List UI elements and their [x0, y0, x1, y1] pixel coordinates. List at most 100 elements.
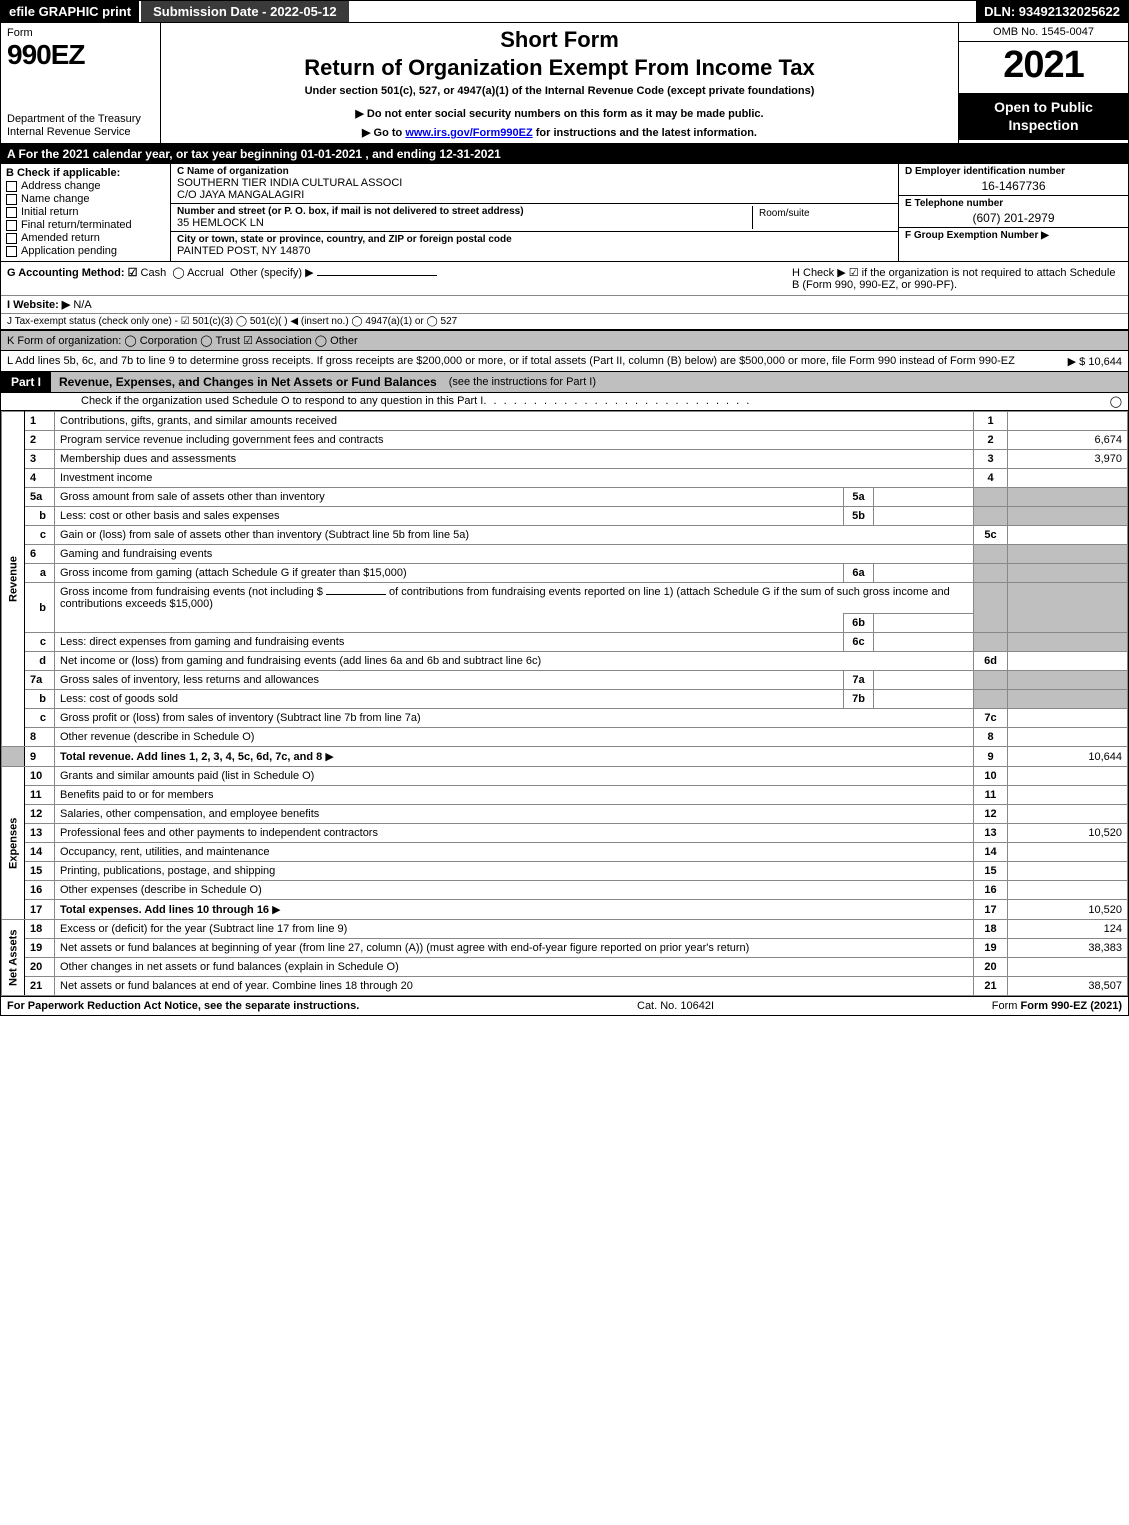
row-desc: Occupancy, rent, utilities, and maintena… [60, 846, 270, 858]
row-num: 17 [25, 900, 55, 920]
grey-cell [974, 564, 1008, 583]
row-desc: Gross income from gaming (attach Schedul… [60, 567, 407, 579]
section-revenue: Revenue [2, 412, 25, 747]
dots [483, 395, 1109, 408]
row-num: 1 [25, 412, 55, 431]
part1-checkbox[interactable]: ◯ [1110, 395, 1122, 408]
efile-print-button[interactable]: efile GRAPHIC print [1, 1, 139, 22]
table-row: c Gain or (loss) from sale of assets oth… [2, 526, 1128, 545]
tax-year-end: 12-31-2021 [439, 147, 500, 161]
row-desc: Investment income [60, 472, 152, 484]
table-row: Expenses 10 Grants and similar amounts p… [2, 767, 1128, 786]
inline-label: 7a [844, 671, 874, 690]
table-row: b Gross income from fundraising events (… [2, 583, 1128, 614]
row-num: 3 [25, 450, 55, 469]
row-num: 15 [25, 862, 55, 881]
row-num: c [25, 633, 55, 652]
grey-cell [974, 690, 1008, 709]
grey-cell [1008, 545, 1128, 564]
row-desc: Gross profit or (loss) from sales of inv… [60, 712, 421, 724]
row-desc: Membership dues and assessments [60, 453, 236, 465]
header-right: OMB No. 1545-0047 2021 Open to Public In… [958, 23, 1128, 143]
footer-form-ref: Form 990-EZ (2021) [1021, 1000, 1122, 1012]
chk-name-change[interactable] [6, 194, 17, 205]
part1-table: Revenue 1 Contributions, gifts, grants, … [1, 411, 1128, 996]
city-value: PAINTED POST, NY 14870 [177, 245, 892, 257]
line-j: J Tax-exempt status (check only one) - ☑… [1, 313, 1128, 329]
boxes-bcdef: B Check if applicable: Address change Na… [1, 164, 1128, 262]
line-l-amount: ▶ $ 10,644 [1068, 355, 1122, 368]
table-row: 6 Gaming and fundraising events [2, 545, 1128, 564]
table-row: 5a Gross amount from sale of assets othe… [2, 488, 1128, 507]
row-num: 18 [25, 920, 55, 939]
inline-value [874, 488, 974, 507]
line-l-text: L Add lines 5b, 6c, and 7b to line 9 to … [7, 355, 1015, 367]
boxes-def: D Employer identification number 16-1467… [898, 164, 1128, 261]
grey-cell [974, 507, 1008, 526]
row-desc: Total expenses. Add lines 10 through 16 [60, 904, 269, 916]
opt-application-pending: Application pending [21, 245, 117, 257]
row-amount [1008, 709, 1128, 728]
row-ref: 11 [974, 786, 1008, 805]
row-amount [1008, 412, 1128, 431]
chk-application-pending[interactable] [6, 246, 17, 257]
website-value: N/A [73, 299, 91, 311]
inline-value [874, 633, 974, 652]
org-name: SOUTHERN TIER INDIA CULTURAL ASSOCI [177, 177, 892, 189]
other-specify-input[interactable] [317, 275, 437, 276]
row-ref: 5c [974, 526, 1008, 545]
row-amount [1008, 652, 1128, 671]
row-amount [1008, 862, 1128, 881]
table-row: a Gross income from gaming (attach Sched… [2, 564, 1128, 583]
irs-link[interactable]: www.irs.gov/Form990EZ [405, 127, 532, 139]
row-desc: Grants and similar amounts paid (list in… [60, 770, 314, 782]
chk-initial-return[interactable] [6, 207, 17, 218]
tax-year-begin: 01-01-2021 [301, 147, 362, 161]
street-label: Number and street (or P. O. box, if mail… [177, 206, 752, 217]
line-k: K Form of organization: ◯ Corporation ◯ … [1, 330, 1128, 351]
inline-label: 5a [844, 488, 874, 507]
row-amount: 10,520 [1008, 900, 1128, 920]
inline-label: 6a [844, 564, 874, 583]
grey-cell [1008, 583, 1128, 633]
inline-value [874, 671, 974, 690]
table-row: c Less: direct expenses from gaming and … [2, 633, 1128, 652]
row-ref: 8 [974, 728, 1008, 747]
row-num: d [25, 652, 55, 671]
form-subtitle: Under section 501(c), 527, or 4947(a)(1)… [169, 85, 950, 97]
row-ref: 12 [974, 805, 1008, 824]
row-amount [1008, 728, 1128, 747]
row-num: 11 [25, 786, 55, 805]
contrib-input[interactable] [326, 594, 386, 595]
footer-right: Form Form 990-EZ (2021) [992, 1000, 1122, 1012]
form-word: Form [7, 27, 154, 39]
row-amount [1008, 958, 1128, 977]
chk-address-change[interactable] [6, 181, 17, 192]
grey-cell [1008, 690, 1128, 709]
opt-cash: Cash [141, 267, 167, 279]
table-row: 11Benefits paid to or for members11 [2, 786, 1128, 805]
row-amount: 38,507 [1008, 977, 1128, 996]
row-desc: Contributions, gifts, grants, and simila… [60, 415, 337, 427]
row-amount: 6,674 [1008, 431, 1128, 450]
opt-address-change: Address change [21, 180, 101, 192]
row-desc: Less: direct expenses from gaming and fu… [60, 636, 344, 648]
grey-cell [1008, 507, 1128, 526]
chk-amended-return[interactable] [6, 233, 17, 244]
row-ref: 16 [974, 881, 1008, 900]
grey-cell [1008, 633, 1128, 652]
row-desc: Salaries, other compensation, and employ… [60, 808, 319, 820]
table-row: 6b [2, 614, 1128, 633]
department-label: Department of the Treasury Internal Reve… [7, 113, 154, 139]
row-num: 7a [25, 671, 55, 690]
table-row: 14Occupancy, rent, utilities, and mainte… [2, 843, 1128, 862]
opt-accrual: Accrual [187, 267, 224, 279]
row-num: 8 [25, 728, 55, 747]
goto-line: ▶ Go to www.irs.gov/Form990EZ for instru… [169, 126, 950, 139]
opt-name-change: Name change [21, 193, 90, 205]
row-amount [1008, 805, 1128, 824]
dln-label: DLN: 93492132025622 [976, 1, 1128, 22]
row-desc: Less: cost or other basis and sales expe… [60, 510, 280, 522]
row-desc: Net income or (loss) from gaming and fun… [60, 655, 541, 667]
chk-final-return[interactable] [6, 220, 17, 231]
